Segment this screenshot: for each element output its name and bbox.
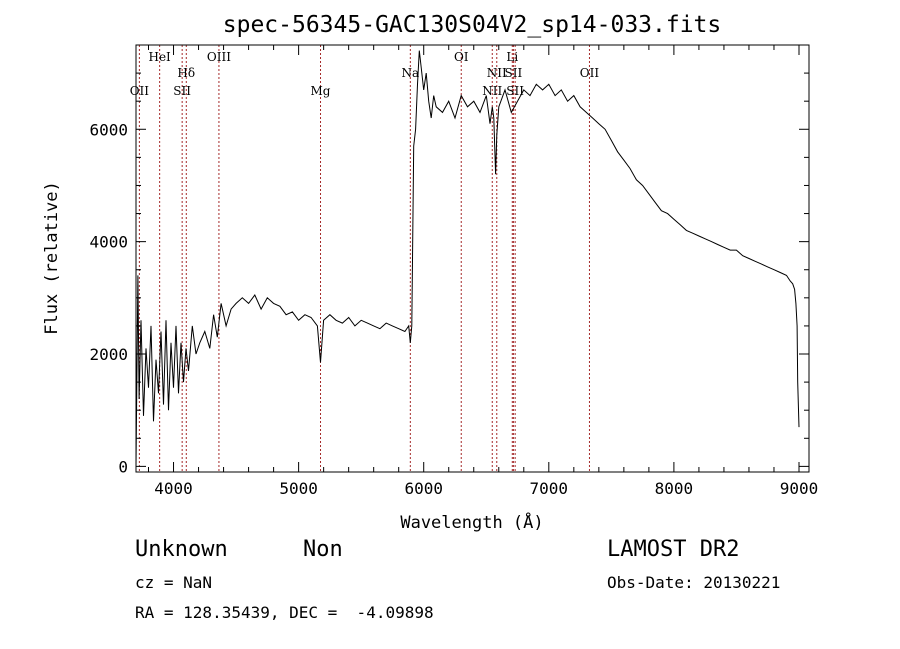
spectral-line-label: Hδ: [177, 66, 195, 80]
spectral-line-label: SII: [506, 84, 524, 98]
y-tick-label: 2000: [89, 345, 128, 364]
spectral-line-label: Li: [506, 50, 518, 64]
spectrum-series-line: [135, 50, 800, 467]
y-tick-label: 4000: [89, 233, 128, 252]
spectral-line-label: SII: [505, 66, 523, 80]
spectral-line-label: NII: [487, 66, 507, 80]
spectral-line-label: OII: [130, 84, 150, 98]
x-tick-label: 8000: [655, 479, 694, 498]
object-subclass: Non: [303, 537, 343, 562]
axis-ticks: 4000 5000 6000 7000 8000 9000 0 2000 4000 6000: [89, 45, 818, 498]
object-class: Unknown: [135, 537, 228, 562]
x-tick-label: 5000: [279, 479, 318, 498]
x-axis-label: Wavelength (Å): [400, 511, 543, 533]
x-tick-label: 7000: [530, 479, 569, 498]
spectral-line-label: OIII: [207, 50, 231, 64]
spectral-line-markers: [138, 45, 590, 472]
spectral-line-label: Na: [402, 66, 420, 80]
obs-date: Obs-Date: 20130221: [607, 573, 781, 592]
redshift-cz: cz = NaN: [135, 573, 213, 592]
x-tick-label: 4000: [154, 479, 193, 498]
spectral-line-label: OI: [454, 50, 469, 64]
spectral-line-labels: OII HeI SII Hδ OIII Mg Na OI NII NII Li SII SII OII: [130, 50, 600, 98]
chart-title: spec-56345-GAC130S04V2_sp14-033.fits: [223, 12, 722, 38]
y-tick-label: 6000: [89, 120, 128, 139]
spectral-line-label: OII: [580, 66, 600, 80]
spectral-line-label: HeI: [148, 50, 171, 64]
spectral-line-label: NII: [482, 84, 502, 98]
coordinates: RA = 128.35439, DEC = -4.09898: [135, 603, 434, 622]
spectral-line-label: SII: [173, 84, 191, 98]
plot-frame: [135, 44, 810, 473]
x-tick-label: 9000: [780, 479, 819, 498]
y-axis-label: Flux (relative): [42, 181, 62, 335]
y-tick-label: 0: [118, 457, 128, 476]
x-tick-label: 6000: [404, 479, 443, 498]
survey-name: LAMOST DR2: [607, 537, 740, 562]
spectral-line-label: Mg: [311, 84, 331, 98]
